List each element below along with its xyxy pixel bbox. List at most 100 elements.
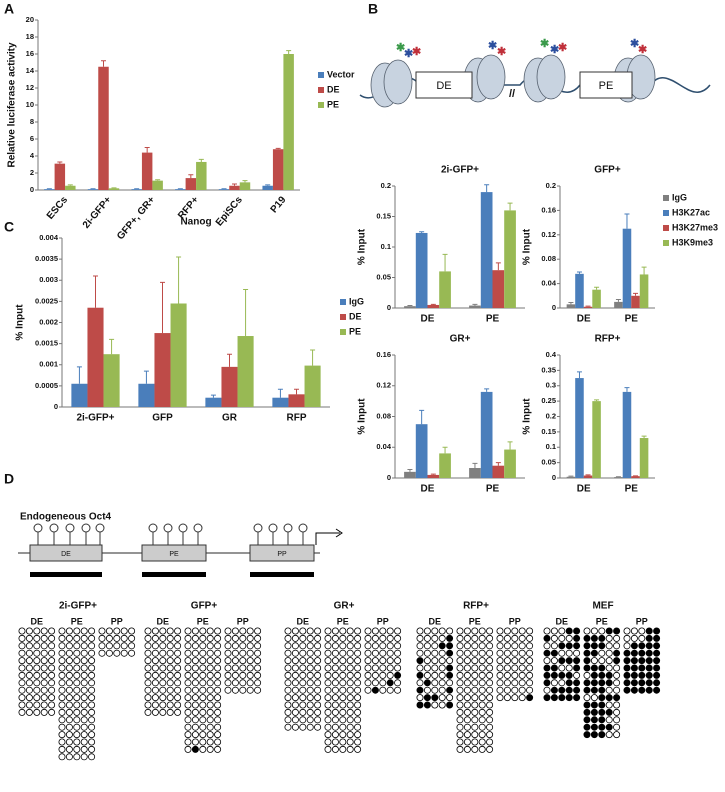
error-bar xyxy=(155,179,161,181)
cpg-site xyxy=(159,627,167,635)
bar xyxy=(427,304,440,308)
legend-label: PE xyxy=(327,99,339,109)
cpg-site xyxy=(144,679,152,687)
cpg-site xyxy=(80,731,88,739)
cpg-site xyxy=(291,671,299,679)
cpg-site xyxy=(33,657,41,665)
cpg-site xyxy=(394,671,402,679)
cpg-site xyxy=(613,649,621,657)
cpg-site xyxy=(324,671,332,679)
cpg-site xyxy=(558,686,566,694)
cpg-site xyxy=(339,694,347,702)
cpg-site xyxy=(331,664,339,672)
cpg-site xyxy=(496,686,504,694)
cpg-site xyxy=(478,671,486,679)
cpg-site xyxy=(526,686,534,694)
cpg-site xyxy=(324,701,332,709)
cpg-site xyxy=(214,649,222,657)
bar xyxy=(272,397,289,407)
cpg-site xyxy=(386,686,394,694)
cpg-site xyxy=(184,701,192,709)
cpg-site xyxy=(306,627,314,635)
cpg-site xyxy=(590,679,598,687)
cpg-site xyxy=(471,694,479,702)
cpg-site xyxy=(394,649,402,657)
cpg-site xyxy=(159,671,167,679)
cpg-site xyxy=(496,679,504,687)
sample-name: 2i-GFP+ xyxy=(59,601,97,612)
cpg-site xyxy=(48,701,56,709)
cpg-site xyxy=(456,679,464,687)
cpg-site xyxy=(638,686,646,694)
cpg-site xyxy=(184,716,192,724)
cpg-site xyxy=(598,731,606,739)
cpg-site xyxy=(630,627,638,635)
error-bar xyxy=(198,158,204,162)
cpg-site xyxy=(128,642,136,650)
cpg-site xyxy=(33,671,41,679)
cpg-site xyxy=(314,701,322,709)
legend-swatch xyxy=(663,210,669,216)
y-tick-label: 8 xyxy=(30,117,34,126)
cpg-site xyxy=(214,686,222,694)
cpg-site xyxy=(174,657,182,665)
cpg-site xyxy=(598,716,606,724)
cpg-site xyxy=(558,642,566,650)
cpg-site xyxy=(379,671,387,679)
cpg-site xyxy=(184,731,192,739)
cpg-site xyxy=(174,671,182,679)
cpg-site xyxy=(583,708,591,716)
bar xyxy=(631,476,640,478)
cpg-site xyxy=(98,649,106,657)
cpg-site xyxy=(105,649,113,657)
cpg-site xyxy=(364,664,372,672)
cpg-site xyxy=(386,642,394,650)
bar xyxy=(404,471,416,478)
cpg-site xyxy=(58,664,66,672)
cpg-site xyxy=(184,671,192,679)
cpg-site xyxy=(478,701,486,709)
cpg-site xyxy=(306,679,314,687)
cpg-site xyxy=(199,708,207,716)
cpg-site xyxy=(438,686,446,694)
cpg-site xyxy=(471,649,479,657)
cpg-site xyxy=(73,686,81,694)
bar xyxy=(71,383,88,407)
cpg-site xyxy=(206,642,214,650)
cpg-site xyxy=(284,694,292,702)
cpg-site xyxy=(80,686,88,694)
cpg-site xyxy=(58,657,66,665)
cpg-site xyxy=(324,649,332,657)
cpg-site xyxy=(88,731,96,739)
cpg-site xyxy=(463,745,471,753)
cpg-site xyxy=(291,723,299,731)
error-bar xyxy=(419,409,425,425)
y-tick-label: 0 xyxy=(387,473,391,482)
cpg-site xyxy=(184,694,192,702)
bar xyxy=(469,468,481,478)
cpg-site xyxy=(98,627,106,635)
bar xyxy=(480,192,493,308)
legend-swatch xyxy=(663,240,669,246)
cpg-site xyxy=(73,694,81,702)
sample-name: GFP+ xyxy=(191,601,218,612)
region-label: PE xyxy=(169,551,179,558)
cpg-site xyxy=(144,634,152,642)
oct4-title: Endogeneous Oct4 xyxy=(20,512,112,523)
error-bar xyxy=(294,388,299,395)
bar xyxy=(439,271,451,308)
cpg-site xyxy=(214,723,222,731)
cpg-site xyxy=(284,716,292,724)
cpg-site xyxy=(206,657,214,665)
cpg-site xyxy=(151,686,159,694)
column-label: PE xyxy=(197,616,209,626)
cpg-site xyxy=(291,679,299,687)
cpg-site xyxy=(299,686,307,694)
y-tick-label: 0.2 xyxy=(546,411,556,420)
cpg-site xyxy=(58,642,66,650)
cpg-site xyxy=(394,642,402,650)
nucleosomes xyxy=(370,54,656,108)
cpg-site xyxy=(58,649,66,657)
y-axis-label: % Input xyxy=(522,228,533,265)
cpg-site xyxy=(423,649,431,657)
